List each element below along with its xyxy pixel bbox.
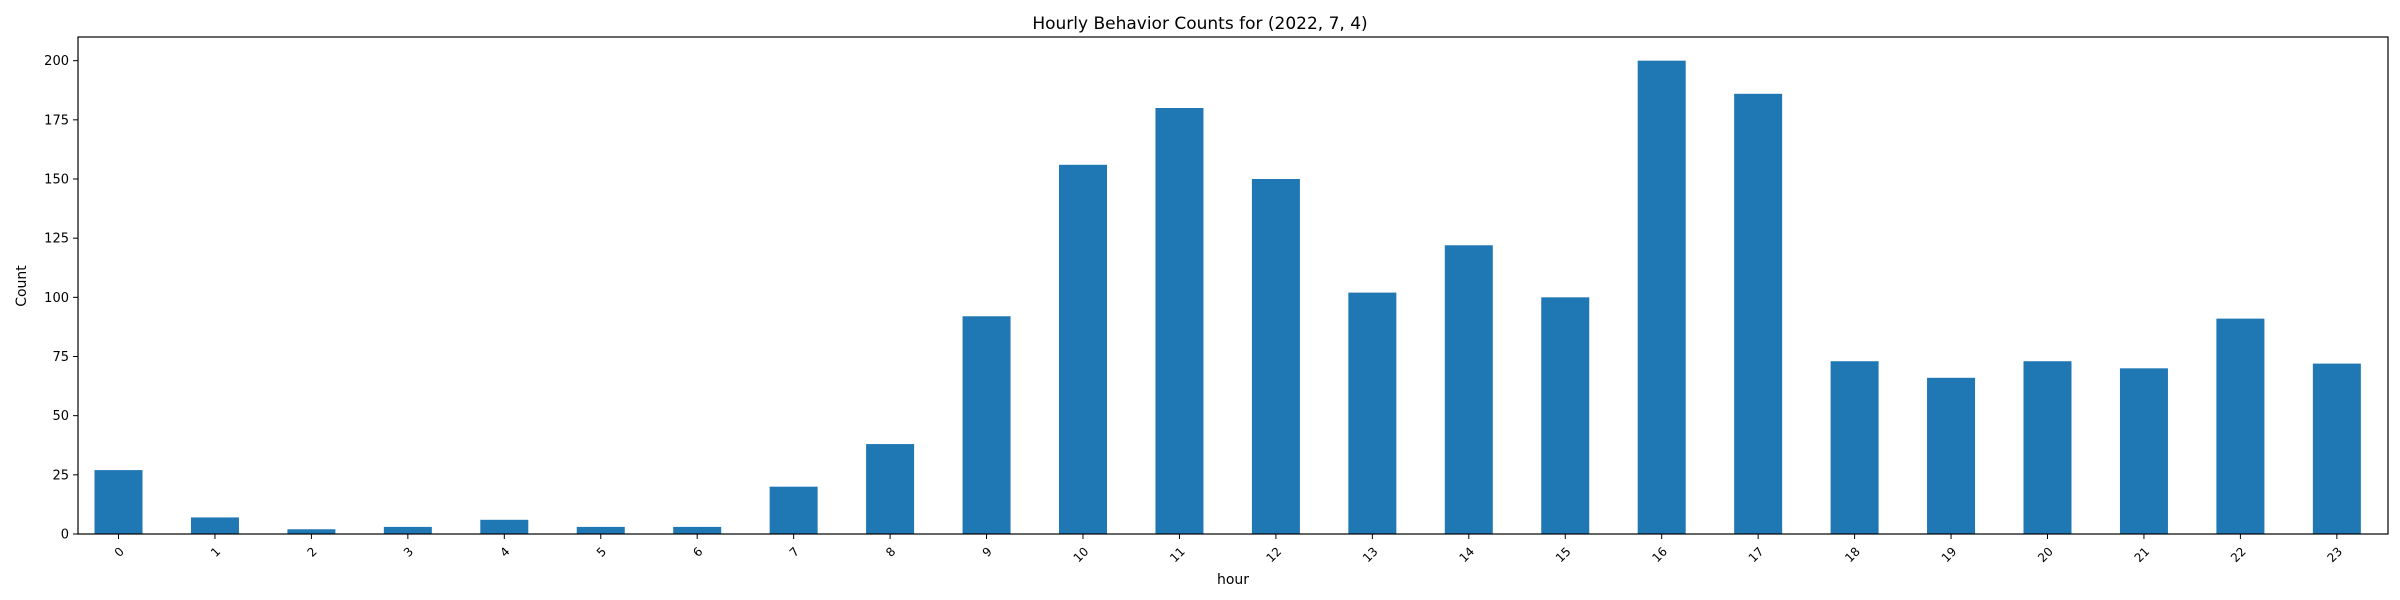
bar	[287, 529, 336, 534]
bar	[2216, 318, 2265, 534]
bar	[1927, 377, 1976, 534]
bar	[190, 517, 239, 534]
plot-frame	[77, 36, 2389, 535]
bar	[480, 519, 529, 534]
x-axis: 0 1 2 3 4 5 6 7 8 9 10 11 12 13 14 15 16 17 18 19 20 21 22 23	[112, 534, 2345, 565]
bar	[866, 444, 915, 534]
y-tick-label: 100	[44, 291, 69, 306]
bar	[1541, 297, 1590, 534]
bar	[1830, 361, 1879, 534]
y-tick-label: 125	[44, 232, 69, 247]
bar	[1444, 245, 1493, 534]
bar	[2312, 363, 2361, 534]
bar	[673, 526, 722, 534]
bar	[576, 526, 625, 534]
bars-group	[94, 60, 2361, 535]
y-tick-label: 150	[44, 173, 69, 188]
y-axis-label: Count	[14, 265, 30, 307]
bar	[94, 470, 143, 534]
bar	[1637, 60, 1686, 535]
y-tick-label: 50	[52, 409, 69, 424]
bar	[2119, 368, 2168, 534]
y-tick-label: 0	[61, 528, 69, 543]
bar	[2023, 361, 2072, 534]
bar	[1059, 164, 1107, 535]
bar	[1348, 292, 1397, 534]
bar	[1251, 179, 1300, 534]
x-axis-label: hour	[1217, 572, 1249, 588]
bar	[769, 486, 818, 534]
chart-title: Hourly Behavior Counts for (2022, 7, 4)	[1032, 14, 1367, 34]
y-tick-label: 175	[44, 113, 69, 128]
y-tick-label: 200	[44, 54, 69, 69]
y-tick-label: 25	[52, 468, 69, 483]
bar	[1155, 108, 1204, 534]
bar	[1734, 93, 1783, 535]
bar	[962, 316, 1011, 534]
y-tick-label: 75	[52, 350, 69, 365]
y-axis: 0 25 50 75 100 125 150 175 200	[44, 54, 78, 543]
bar	[383, 526, 432, 534]
